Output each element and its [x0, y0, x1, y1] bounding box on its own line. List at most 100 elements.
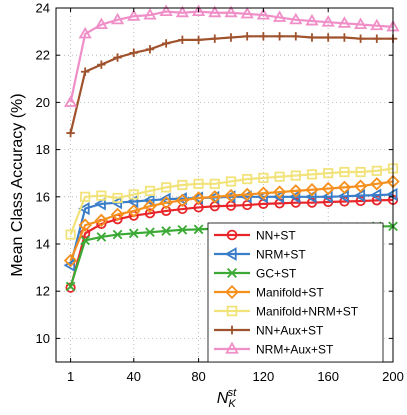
data-point	[78, 218, 92, 232]
data-point	[145, 227, 155, 238]
data-point	[242, 173, 253, 185]
data-point	[110, 12, 125, 25]
data-point	[194, 35, 203, 45]
data-point	[356, 34, 365, 43]
data-point	[78, 26, 92, 39]
legend-entry: NRM+Aux+ST	[214, 341, 334, 357]
x-tick-label: 120	[253, 369, 275, 384]
series-line	[69, 10, 394, 103]
data-point	[272, 190, 285, 204]
data-point	[208, 190, 222, 204]
data-point	[256, 186, 271, 200]
data-point	[78, 202, 90, 216]
data-point	[177, 179, 188, 191]
data-point	[258, 172, 269, 184]
legend-swatch-marker	[227, 325, 237, 335]
data-point	[175, 193, 190, 208]
series-line	[69, 167, 394, 235]
data-point	[339, 166, 350, 178]
legend-swatch-marker	[226, 229, 238, 241]
data-point	[370, 18, 384, 31]
data-point	[175, 5, 189, 18]
x-axis-label-superscript: st	[228, 387, 238, 399]
x-tick-label: 40	[127, 369, 141, 384]
data-point	[259, 32, 268, 41]
data-point	[96, 190, 107, 201]
data-point	[226, 33, 236, 42]
legend-entry: NRM+ST	[214, 247, 306, 262]
data-point	[355, 166, 366, 178]
y-tick-label: 12	[36, 284, 50, 299]
series-6	[63, 4, 400, 107]
series-3	[63, 174, 400, 268]
data-point	[96, 232, 107, 242]
data-point	[65, 281, 76, 292]
series-layer	[63, 4, 400, 293]
data-point	[224, 5, 238, 18]
data-point	[275, 32, 284, 41]
legend-entry: Manifold+NRM+ST	[214, 305, 359, 319]
data-point	[307, 33, 317, 42]
ticks-layer: 1 40 80 120 160 200 10 12 14 16 18 20 22 24	[36, 1, 404, 385]
series-5	[66, 32, 398, 138]
x-axis-label-subscript: K	[228, 398, 236, 410]
legend-entry: GC+ST	[214, 267, 297, 281]
legend: NN+ST NRM+ST GC+ST Manifold+ST Manifold+NRM+…	[207, 222, 384, 363]
data-point	[353, 189, 366, 203]
data-point	[97, 60, 106, 69]
data-point	[323, 33, 333, 42]
data-point	[63, 253, 78, 268]
data-point	[65, 229, 76, 240]
data-point	[143, 199, 157, 213]
x-axis-label-base: N	[217, 390, 229, 407]
data-point	[144, 185, 156, 196]
legend-swatch-marker	[225, 341, 239, 354]
y-tick-label: 10	[36, 331, 50, 346]
x-tick-label: 200	[382, 369, 404, 384]
data-point	[161, 226, 172, 236]
legend-label: GC+ST	[256, 267, 297, 281]
data-point	[161, 182, 172, 193]
legend-entry: NN+ST	[214, 229, 296, 243]
data-point	[129, 48, 138, 58]
x-tick-label: 80	[191, 369, 205, 384]
data-point	[371, 165, 382, 176]
data-point	[337, 189, 349, 203]
data-point	[177, 225, 188, 235]
data-point	[305, 13, 319, 26]
legend-label: Manifold+NRM+ST	[256, 305, 359, 319]
data-point	[127, 204, 141, 218]
y-tick-label: 18	[36, 142, 50, 157]
y-tick-label: 24	[36, 1, 50, 16]
data-point	[337, 180, 352, 195]
data-point	[272, 185, 287, 199]
data-point	[306, 169, 318, 180]
data-point	[144, 208, 156, 219]
data-point	[340, 33, 349, 42]
series-line	[69, 35, 393, 134]
data-point	[321, 15, 335, 27]
data-point	[321, 181, 335, 196]
data-point	[159, 4, 173, 17]
data-point	[127, 9, 141, 21]
legend-label: NRM+Aux+ST	[256, 343, 334, 357]
data-point	[240, 6, 254, 19]
data-point	[80, 191, 91, 202]
series-4	[65, 163, 399, 240]
data-point	[305, 182, 319, 197]
legend-swatch-marker	[225, 285, 239, 299]
data-point	[113, 53, 122, 62]
x-axis-label: NKst	[217, 387, 237, 410]
data-point	[272, 10, 287, 22]
x-tick-label: 160	[317, 369, 339, 384]
data-point	[112, 192, 123, 204]
data-point	[161, 39, 171, 48]
data-point	[94, 213, 109, 228]
data-point	[225, 176, 237, 187]
data-point	[80, 235, 90, 246]
data-point	[208, 5, 222, 18]
data-point	[353, 179, 368, 193]
data-point	[240, 187, 254, 202]
y-tick-label: 20	[36, 95, 50, 110]
